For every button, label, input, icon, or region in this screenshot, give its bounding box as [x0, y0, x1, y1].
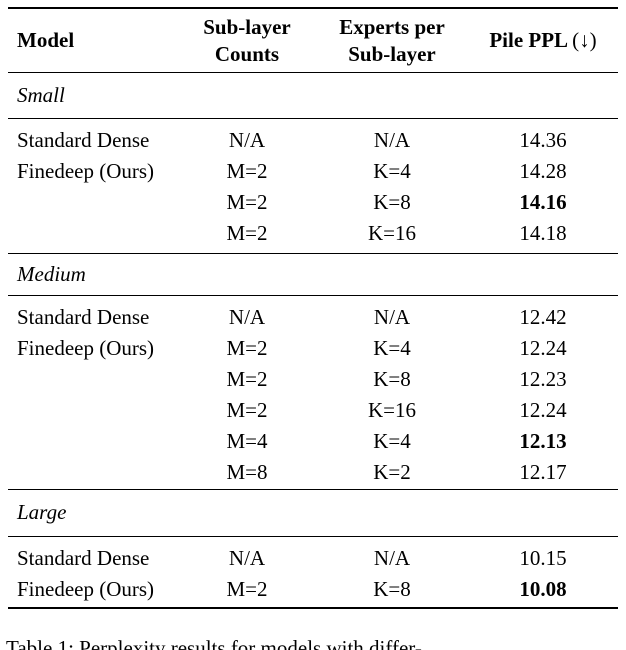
sublayer-counts-cell: M=2	[226, 220, 268, 245]
section-rows-small: Standard Dense N/A N/A 14.36 Finedeep (O…	[8, 119, 618, 254]
sublayer-counts-cell: M=2	[226, 335, 268, 360]
ppl-cell: 14.16	[519, 189, 567, 214]
model-cell: Finedeep (Ours)	[17, 335, 155, 360]
header-pile-ppl-label: Pile PPL	[489, 28, 567, 52]
table-row: Standard Dense N/A N/A 12.42	[8, 302, 618, 333]
experts-cell: K=16	[367, 397, 416, 422]
table-row: Standard Dense N/A N/A 14.36	[8, 125, 618, 156]
model-cell: Finedeep (Ours)	[17, 576, 155, 601]
experts-cell: N/A	[373, 304, 411, 329]
header-sublayer-counts-line1: Sub-layer	[203, 14, 291, 39]
table-row: Finedeep (Ours) M=2 K=4 14.28	[8, 156, 618, 187]
sublayer-counts-cell: M=4	[226, 428, 268, 453]
ppl-cell: 12.23	[519, 366, 567, 391]
header-model: Model	[17, 28, 75, 52]
ppl-cell: 14.36	[519, 127, 567, 152]
sublayer-counts-cell: N/A	[228, 304, 266, 329]
ppl-cell: 14.28	[519, 158, 567, 183]
ppl-cell: 14.18	[519, 220, 567, 245]
experts-cell: K=4	[373, 158, 411, 183]
sublayer-counts-cell: M=2	[226, 576, 268, 601]
section-rows-medium: Standard Dense N/A N/A 12.42 Finedeep (O…	[8, 296, 618, 490]
section-label-medium: Medium	[8, 254, 618, 296]
section-label-large: Large	[8, 490, 618, 537]
header-pile-ppl: Pile PPL (↓)	[468, 28, 618, 53]
table-row: M=2 K=16 14.18	[8, 218, 618, 249]
sublayer-counts-cell: M=2	[226, 189, 268, 214]
model-cell: Finedeep (Ours)	[17, 158, 155, 183]
table-row: Finedeep (Ours) M=2 K=8 10.08	[8, 574, 618, 605]
section-label-small: Small	[8, 73, 618, 119]
sublayer-counts-cell: M=2	[226, 366, 268, 391]
header-experts-per-sublayer: Experts per Sub-layer	[316, 14, 468, 68]
down-arrow-icon: (↓)	[572, 28, 597, 52]
experts-cell: K=4	[373, 335, 411, 360]
table-row: M=2 K=16 12.24	[8, 395, 618, 426]
experts-cell: K=4	[373, 428, 411, 453]
ppl-cell: 10.15	[519, 545, 567, 570]
results-table: Model Sub-layer Counts Experts per Sub-l…	[8, 7, 618, 609]
experts-cell: K=8	[373, 366, 411, 391]
experts-cell: N/A	[373, 127, 411, 152]
sublayer-counts-cell: N/A	[228, 127, 266, 152]
model-cell: Standard Dense	[17, 127, 150, 152]
experts-cell: K=2	[373, 459, 411, 484]
ppl-cell: 12.42	[519, 304, 567, 329]
section-rows-large: Standard Dense N/A N/A 10.15 Finedeep (O…	[8, 537, 618, 608]
sublayer-counts-cell: N/A	[228, 545, 266, 570]
sublayer-counts-cell: M=2	[226, 397, 268, 422]
table-header: Model Sub-layer Counts Experts per Sub-l…	[8, 9, 618, 73]
experts-cell: N/A	[373, 545, 411, 570]
model-cell: Standard Dense	[17, 545, 150, 570]
ppl-cell: 12.17	[519, 459, 567, 484]
ppl-cell: 12.24	[519, 397, 567, 422]
table-row: M=2 K=8 14.16	[8, 187, 618, 218]
table-row: M=8 K=2 12.17	[8, 457, 618, 488]
sublayer-counts-cell: M=8	[226, 459, 268, 484]
header-experts-line1: Experts per	[339, 14, 445, 39]
experts-cell: K=16	[367, 220, 416, 245]
experts-cell: K=8	[373, 576, 411, 601]
ppl-cell: 10.08	[519, 576, 567, 601]
header-sublayer-counts: Sub-layer Counts	[178, 14, 316, 68]
sublayer-counts-cell: M=2	[226, 158, 268, 183]
table-caption: Table 1: Perplexity results for models w…	[6, 636, 422, 650]
experts-cell: K=8	[373, 189, 411, 214]
model-cell: Standard Dense	[17, 304, 150, 329]
table-row: M=2 K=8 12.23	[8, 364, 618, 395]
ppl-cell: 12.24	[519, 335, 567, 360]
table-row: M=4 K=4 12.13	[8, 426, 618, 457]
ppl-cell: 12.13	[519, 428, 567, 453]
table-row: Finedeep (Ours) M=2 K=4 12.24	[8, 333, 618, 364]
header-sublayer-counts-line2: Counts	[214, 41, 280, 66]
table-row: Standard Dense N/A N/A 10.15	[8, 543, 618, 574]
header-experts-line2: Sub-layer	[348, 41, 436, 66]
